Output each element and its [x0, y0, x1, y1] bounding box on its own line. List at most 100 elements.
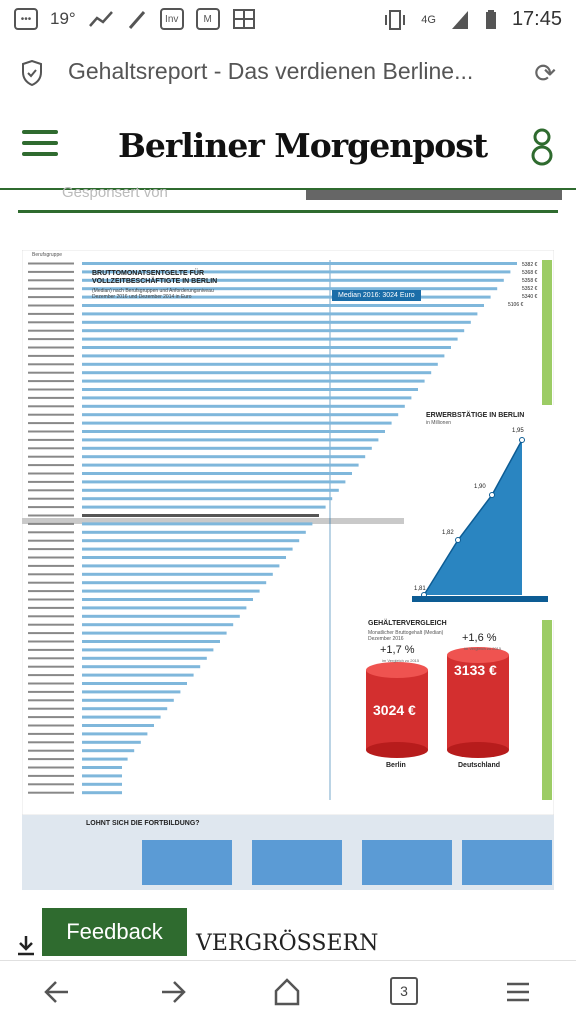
salary-bar: [82, 631, 227, 635]
occupation-label-line: [28, 716, 74, 719]
occupation-label-line: [28, 548, 74, 551]
salary-bar: [82, 707, 168, 711]
occupation-label-line: [28, 783, 74, 786]
occupation-label-line: [28, 422, 74, 425]
salary-bar: [82, 337, 458, 341]
salary-bar: [82, 656, 207, 660]
year-2017: 2017: [518, 604, 530, 610]
salary-bar: [82, 673, 194, 677]
occupation-label-line: [28, 573, 74, 576]
page-title[interactable]: Gehaltsreport - Das verdienen Berline...: [68, 58, 474, 84]
back-icon[interactable]: [42, 977, 72, 1007]
sponsor-strip: Gesponsert von: [18, 184, 562, 213]
occupation-label-line: [28, 522, 74, 525]
salary-bar: [82, 514, 319, 517]
salary-bar: [82, 295, 491, 299]
salary-bar: [82, 522, 313, 526]
occupation-label-line: [28, 346, 74, 349]
site-logo[interactable]: Berliner Morgenpost: [118, 126, 488, 165]
salary-bar: [82, 488, 339, 492]
salary-bar: [82, 640, 220, 643]
salary-bar: [82, 740, 141, 744]
home-icon[interactable]: [272, 977, 302, 1007]
occupation-label-line: [28, 304, 74, 307]
occupation-label-line: [28, 665, 74, 668]
shield-icon[interactable]: [20, 60, 44, 86]
occupation-label-line: [28, 296, 74, 299]
enlarge-link[interactable]: VERGRÖSSERN: [196, 931, 379, 956]
infographic-canvas: [22, 250, 554, 890]
salary-bar: [82, 430, 385, 433]
salary-bar: [82, 547, 293, 551]
employment-title: ERWERBSTÄTIGE IN BERLIN: [426, 412, 525, 419]
germany-coin-stack: [447, 647, 509, 758]
salary-bar: [82, 413, 399, 417]
year-2016: 2016: [488, 604, 500, 610]
reload-icon[interactable]: ⟳: [534, 58, 556, 88]
occupation-label-line: [28, 615, 74, 618]
menu-icon[interactable]: [22, 130, 58, 163]
salary-bar: [82, 589, 260, 593]
occupation-label-line: [28, 699, 74, 702]
occupation-label-line: [28, 758, 74, 761]
menu-icon[interactable]: [504, 977, 532, 1007]
occupation-label-line: [28, 321, 74, 324]
salary-bar: [82, 732, 148, 736]
occupation-label-line: [28, 774, 74, 777]
germany-label: Deutschland: [458, 762, 501, 769]
inv-icon: Inv: [159, 8, 184, 30]
occupation-label-line: [28, 447, 74, 450]
occupation-label-line: [28, 648, 74, 651]
occupation-label-line: [28, 682, 74, 685]
salary-bar: [82, 312, 478, 316]
employment-value-2014: 1,81: [414, 586, 426, 592]
occupation-label-line: [28, 539, 74, 542]
salary-bar: [82, 455, 366, 459]
salary-bar: [82, 404, 405, 408]
url-bar[interactable]: Gehaltsreport - Das verdienen Berline...…: [0, 40, 576, 105]
feedback-button[interactable]: Feedback: [42, 908, 187, 956]
salary-bar: [82, 724, 154, 727]
salary-bar: [82, 598, 253, 601]
salary-bar: [82, 774, 122, 778]
salary-bar: [82, 438, 379, 442]
berlin-coin-stack: [366, 662, 428, 758]
occupation-label-line: [28, 724, 74, 727]
occupation-label-line: [28, 489, 74, 492]
occupation-label-line: [28, 270, 74, 273]
salary-bar: [82, 606, 247, 610]
salary-bar: [82, 766, 122, 769]
infographic-subtitle: (Median) nach Berufsgruppen und Anforder…: [92, 288, 214, 300]
occupation-label-line: [28, 640, 74, 643]
berlin-value: 3024 €: [373, 702, 416, 718]
occupation-label-line: [28, 564, 74, 567]
occupation-label-line: [28, 371, 74, 374]
salary-infographic[interactable]: BRUTTOMONATSENTGELTE FÜR VOLLZEITBESCHÄF…: [22, 250, 554, 995]
occupation-label-line: [28, 380, 74, 383]
occupation-label-line: [28, 480, 74, 483]
employment-value-2017: 1,95: [512, 428, 524, 434]
download-icon[interactable]: [16, 934, 36, 961]
salary-bar: [82, 530, 306, 534]
sponsor-text: Gesponsert von: [62, 184, 168, 201]
tabs-button[interactable]: 3: [390, 977, 418, 1005]
occupation-label-line: [28, 657, 74, 660]
salary-bar: [82, 698, 174, 702]
occupation-label-line: [28, 388, 74, 391]
salary-bar: [82, 270, 511, 274]
occupation-label-line: [28, 405, 74, 408]
forward-icon[interactable]: [158, 977, 188, 1007]
salary-bar: [82, 749, 135, 753]
occupation-label-line: [28, 363, 74, 366]
occupation-label-line: [28, 749, 74, 752]
occupation-label-line: [28, 506, 74, 509]
berlin-percent-note: im Vergleich zu 2015: [382, 658, 420, 663]
salary-bar: [82, 421, 392, 425]
user-icon[interactable]: [530, 128, 554, 166]
top-value-3: 5358 €: [522, 278, 538, 284]
germany-value: 3133 €: [454, 662, 497, 678]
occupation-label-line: [28, 287, 74, 290]
top-value-5: 5340 €: [522, 294, 538, 300]
salary-bar: [82, 581, 267, 585]
occupation-label-line: [28, 464, 74, 467]
